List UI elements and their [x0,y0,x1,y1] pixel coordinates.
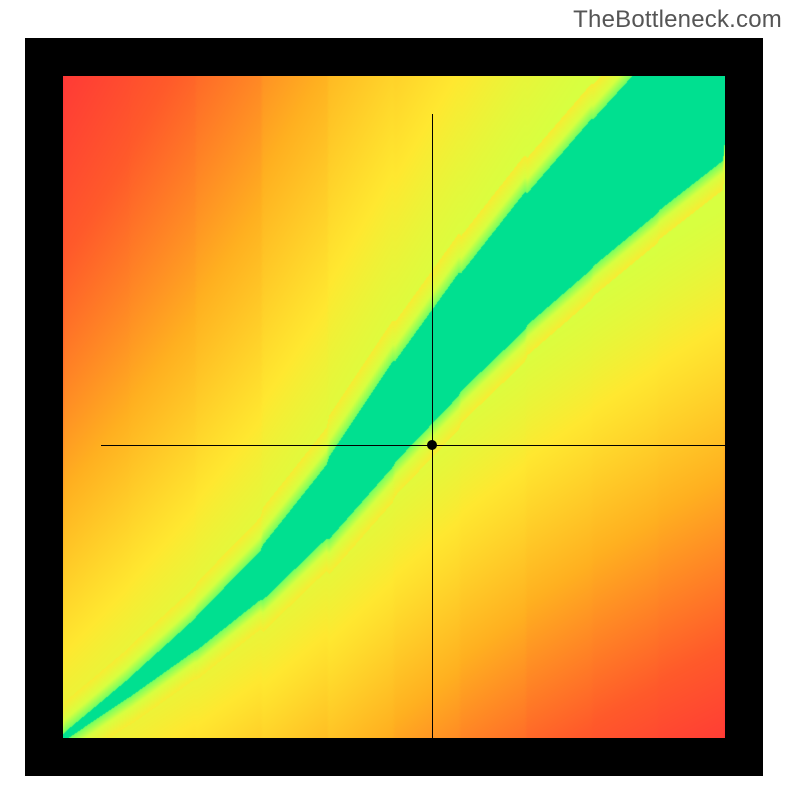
plot-frame [25,38,763,776]
watermark-text: TheBottleneck.com [573,6,782,34]
crosshair-center-dot [427,440,437,450]
heatmap-canvas [63,76,725,738]
chart-container: TheBottleneck.com [0,0,800,800]
